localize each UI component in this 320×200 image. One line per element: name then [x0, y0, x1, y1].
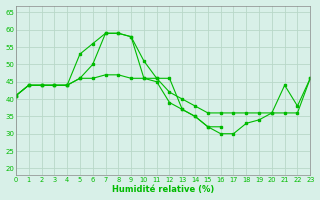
X-axis label: Humidité relative (%): Humidité relative (%) — [112, 185, 214, 194]
